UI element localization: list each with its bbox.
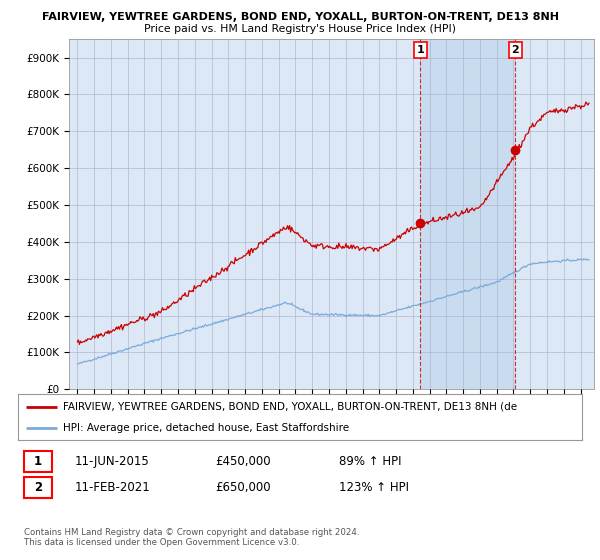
FancyBboxPatch shape — [23, 477, 52, 498]
Text: Price paid vs. HM Land Registry's House Price Index (HPI): Price paid vs. HM Land Registry's House … — [144, 24, 456, 34]
Text: Contains HM Land Registry data © Crown copyright and database right 2024.
This d: Contains HM Land Registry data © Crown c… — [24, 528, 359, 547]
Text: FAIRVIEW, YEWTREE GARDENS, BOND END, YOXALL, BURTON-ON-TRENT, DE13 8NH (de: FAIRVIEW, YEWTREE GARDENS, BOND END, YOX… — [63, 402, 517, 412]
Text: £650,000: £650,000 — [215, 481, 271, 494]
Text: 1: 1 — [34, 455, 42, 468]
Text: 2: 2 — [34, 481, 42, 494]
Text: HPI: Average price, detached house, East Staffordshire: HPI: Average price, detached house, East… — [63, 423, 349, 433]
Text: £450,000: £450,000 — [215, 455, 271, 468]
Text: 123% ↑ HPI: 123% ↑ HPI — [340, 481, 409, 494]
Text: 2: 2 — [511, 45, 519, 55]
Text: 11-JUN-2015: 11-JUN-2015 — [74, 455, 149, 468]
Text: FAIRVIEW, YEWTREE GARDENS, BOND END, YOXALL, BURTON-ON-TRENT, DE13 8NH: FAIRVIEW, YEWTREE GARDENS, BOND END, YOX… — [41, 12, 559, 22]
FancyBboxPatch shape — [23, 451, 52, 472]
Text: 1: 1 — [416, 45, 424, 55]
Text: 11-FEB-2021: 11-FEB-2021 — [74, 481, 150, 494]
Text: 89% ↑ HPI: 89% ↑ HPI — [340, 455, 402, 468]
Bar — [420, 39, 515, 389]
